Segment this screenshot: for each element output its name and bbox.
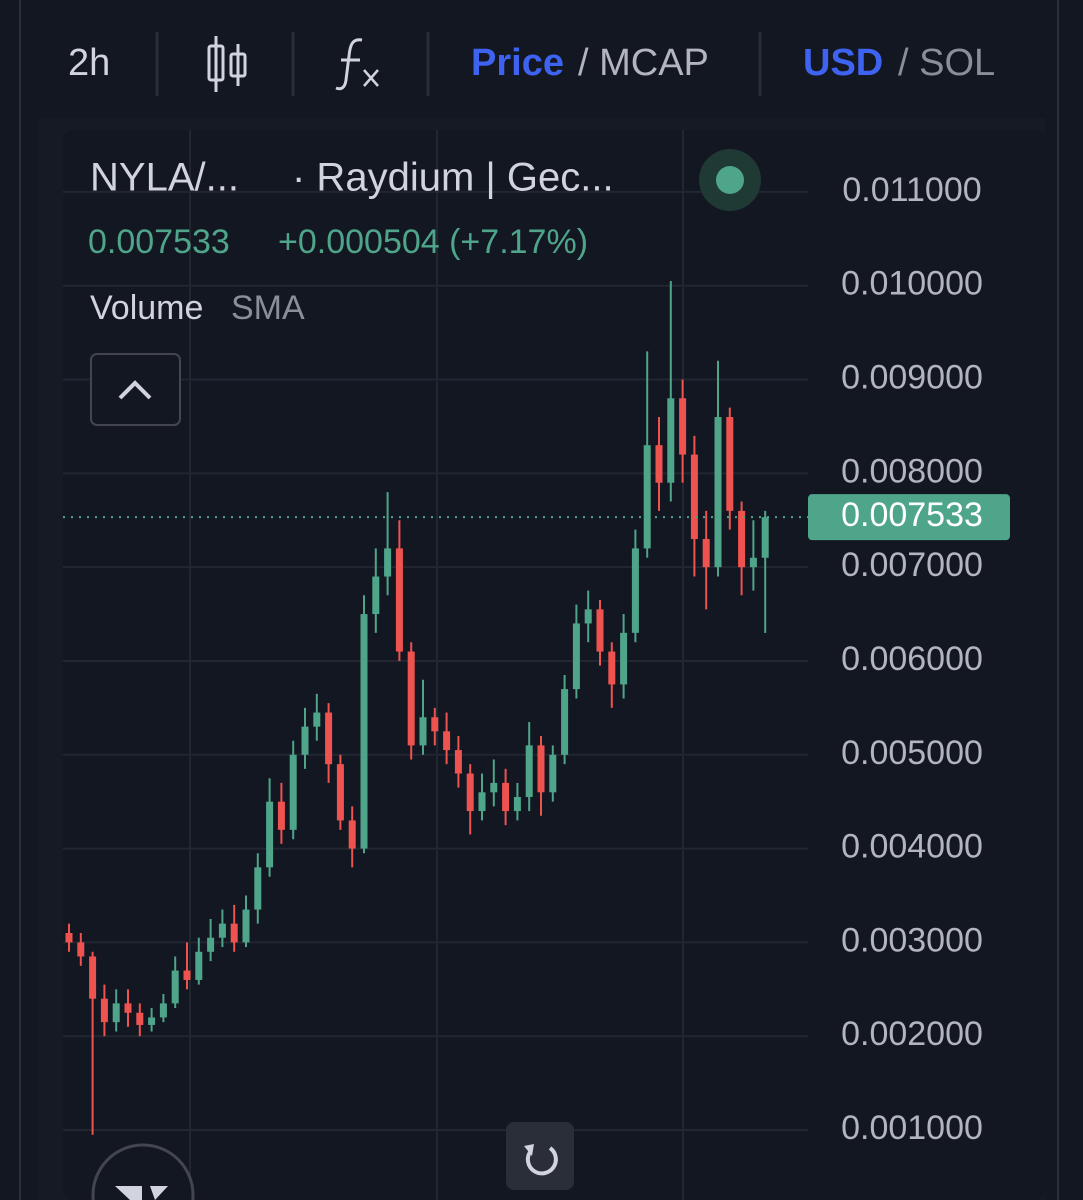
candle-body: [419, 717, 427, 746]
candle-body: [65, 933, 73, 943]
candle-body: [749, 557, 757, 568]
candle-body: [395, 548, 403, 652]
status-dot: [716, 166, 744, 194]
candle-body: [537, 745, 545, 793]
candle-body: [631, 548, 639, 633]
mcap-toggle[interactable]: / MCAP: [578, 42, 709, 84]
candle-body: [289, 754, 297, 830]
candle-body: [478, 792, 486, 812]
price-toggle[interactable]: Price: [471, 42, 564, 84]
y-tick-label: 0.011000: [842, 171, 981, 209]
candle-body: [466, 773, 474, 812]
candle-body: [513, 796, 521, 812]
candle-body: [679, 398, 687, 455]
indicator-param: SMA: [231, 289, 305, 327]
usd-toggle[interactable]: USD: [803, 42, 883, 84]
candle-body: [148, 1017, 156, 1025]
candle-body: [348, 820, 356, 849]
candle-body: [443, 731, 451, 751]
indicators-button[interactable]: [335, 38, 379, 91]
candle-body: [761, 517, 769, 558]
candle-body: [667, 398, 675, 483]
candle-body: [525, 745, 533, 797]
candle-body: [584, 609, 592, 624]
candle-body: [100, 998, 108, 1023]
candle-body: [277, 801, 285, 830]
candle-body: [325, 712, 333, 765]
candle-body: [112, 1003, 120, 1023]
collapse-button[interactable]: [90, 353, 181, 426]
reset-button[interactable]: [506, 1122, 574, 1190]
logo: [91, 1143, 195, 1200]
candle-body: [183, 970, 191, 980]
candle-body: [207, 937, 215, 952]
candle-body: [702, 539, 710, 568]
candle-body: [738, 510, 746, 568]
candle-body: [266, 801, 274, 868]
candle-body: [218, 923, 226, 938]
symbol: NYLA/...: [90, 156, 239, 200]
last-price-tag-label: 0.007533: [841, 496, 983, 534]
candle-body: [561, 689, 569, 755]
y-tick-label: 0.008000: [841, 452, 983, 490]
candle-body: [655, 445, 663, 483]
price-change: +0.000504 (+7.17%): [278, 223, 588, 261]
candle-body: [490, 782, 498, 793]
y-tick-label: 0.006000: [841, 640, 983, 678]
y-tick-label: 0.005000: [841, 734, 983, 772]
candle-body: [620, 632, 628, 685]
candle-body: [159, 1003, 167, 1018]
candle-body: [596, 609, 604, 652]
last-price: 0.007533: [88, 223, 230, 261]
candle-body: [372, 576, 380, 615]
candle-body: [454, 750, 462, 774]
candle-body: [195, 951, 203, 980]
candle-body: [77, 942, 85, 957]
candle-body: [124, 1003, 132, 1013]
candle-body: [230, 923, 238, 943]
candle-body: [301, 726, 309, 755]
candle-body: [690, 454, 698, 540]
candle-body: [254, 867, 262, 910]
y-tick-label: 0.004000: [841, 828, 983, 866]
chart-panel: [63, 130, 1045, 1200]
vertical-grid: [189, 130, 684, 1200]
y-tick-label: 0.007000: [841, 546, 983, 584]
candle-body: [549, 754, 557, 793]
candle-type-button[interactable]: [207, 36, 247, 92]
candle-body: [136, 1012, 144, 1025]
sol-toggle[interactable]: / SOL: [898, 42, 995, 84]
indicator-name: Volume: [90, 289, 203, 327]
y-tick-label: 0.009000: [841, 359, 983, 397]
toolbar: 2h Price / MCAP USD / SOL: [68, 32, 995, 96]
y-tick-label: 0.002000: [841, 1015, 983, 1053]
candle-body: [384, 548, 392, 577]
candle-body: [313, 712, 321, 727]
candle-body: [171, 970, 179, 1004]
y-tick-label: 0.001000: [841, 1109, 983, 1147]
candle-body: [502, 782, 510, 812]
candle-body: [608, 651, 616, 685]
last-price-tag: [808, 494, 1010, 541]
candle-body: [242, 909, 250, 943]
candle-body: [360, 614, 368, 849]
candle-body: [572, 623, 580, 690]
interval-button[interactable]: 2h: [68, 42, 110, 84]
candle-body: [336, 764, 344, 821]
candle-body: [643, 445, 651, 549]
candle-body: [726, 417, 734, 511]
candle-body: [714, 417, 722, 568]
candle-body: [431, 717, 439, 732]
y-tick-label: 0.003000: [841, 921, 983, 959]
y-tick-label: 0.010000: [841, 265, 983, 303]
exchange: · Raydium | Gec...: [292, 156, 614, 200]
candle-body: [407, 651, 415, 746]
candle-body: [89, 956, 97, 999]
